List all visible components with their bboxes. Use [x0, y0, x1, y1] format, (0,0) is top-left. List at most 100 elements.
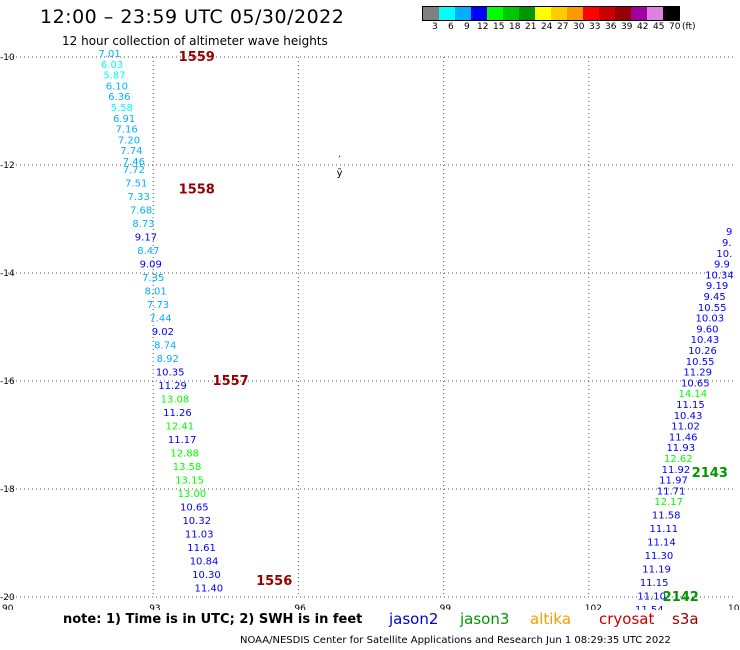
wave-height-value: 11.03 [185, 530, 214, 541]
wave-height-value: 9.09 [140, 260, 162, 271]
wave-height-value: 10.32 [182, 516, 211, 527]
color-scale-swatch [615, 7, 631, 20]
wave-height-value: 8.01 [144, 287, 166, 298]
color-scale-label: 6 [448, 22, 454, 32]
wave-height-value: 13.00 [178, 489, 207, 500]
color-scale-swatch [631, 7, 647, 20]
chart-subtitle: 12 hour collection of altimeter wave hei… [62, 34, 328, 48]
wave-height-value: 11.71 [657, 486, 686, 497]
x-tick-label: 105 [728, 604, 740, 610]
wave-height-value: 10. [716, 249, 732, 260]
wave-height-value: 11.15 [640, 578, 669, 589]
color-scale-label: 18 [509, 22, 521, 32]
wave-height-value: 6.03 [101, 60, 123, 71]
wave-height-value: 7.68 [130, 206, 152, 217]
wave-height-value: 13.58 [173, 462, 202, 473]
color-scale-label: 33 [589, 22, 601, 32]
wave-height-value: 8.92 [157, 354, 179, 365]
satellite-jason3: jason3 [460, 610, 510, 628]
color-scale-label: (ft) [682, 22, 696, 32]
color-scale-swatch [535, 7, 551, 20]
wave-height-value: 12.17 [654, 497, 683, 508]
color-scale-swatch [519, 7, 535, 20]
wave-height-value: 9.60 [696, 324, 718, 335]
credit-line: NOAA/NESDIS Center for Satellite Applica… [240, 635, 671, 646]
color-scale-boxes [422, 6, 680, 21]
wave-height-value: 9. [722, 238, 732, 249]
wave-height-value: 10.43 [674, 411, 703, 422]
color-scale-label: 45 [653, 22, 665, 32]
wave-height-chart: 90 93 96 99 102 105 -10 -12 -14 -16 -18 -20 7.016.0… [0, 49, 740, 610]
wave-height-value: 7.20 [118, 135, 140, 146]
wave-height-value: 6.36 [108, 92, 130, 103]
wave-height-value: 11.97 [659, 476, 688, 487]
color-scale-swatch [423, 7, 439, 20]
wave-height-value: 10.30 [192, 570, 221, 581]
chart-grid [8, 56, 734, 598]
chart-title: 12:00 – 23:59 UTC 05/30/2022 [40, 6, 345, 28]
x-tick-label: 93 [149, 604, 160, 610]
satellite-jason2: jason2 [389, 610, 439, 628]
wave-height-value: 11.92 [662, 465, 691, 476]
wave-height-value: 13.15 [175, 476, 204, 487]
x-tick-label: 90 [2, 604, 14, 610]
color-scale-label: 30 [573, 22, 585, 32]
wave-height-value: 11.10 [637, 592, 666, 603]
color-scale-swatch [503, 7, 519, 20]
y-tick-label: -18 [0, 485, 15, 495]
x-tick-label: 96 [294, 604, 306, 610]
wave-height-value: 7.35 [142, 273, 164, 284]
wave-height-value: 11.17 [168, 435, 197, 446]
color-scale-legend: 3 6 9 12 15 18 21 24 27 30 33 36 39 42 45 70 (ft) [422, 6, 696, 35]
wave-height-value: 11.19 [642, 565, 671, 576]
wave-height-value: 12.88 [170, 449, 199, 460]
color-scale-swatch [439, 7, 455, 20]
wave-height-value: 11.29 [683, 368, 712, 379]
y-tick-label: -14 [0, 269, 15, 279]
wave-height-value: 10.84 [190, 557, 219, 568]
color-scale-label: 36 [605, 22, 617, 32]
track-marker: . [338, 149, 341, 160]
wave-height-value: 9.19 [706, 281, 728, 292]
color-scale-swatch [487, 7, 503, 20]
wave-height-value: 5.58 [111, 103, 133, 114]
wave-height-value: 11.93 [666, 443, 695, 454]
color-scale-swatch [599, 7, 615, 20]
wave-height-value: 11.30 [645, 551, 674, 562]
wave-height-value: 11.02 [671, 422, 700, 433]
wave-height-value: 11.11 [649, 524, 678, 535]
satellite-altika: altika [530, 610, 572, 628]
wave-height-value: 10.43 [691, 335, 720, 346]
wave-height-value: 8.73 [132, 219, 154, 230]
wave-height-value: 7.46 [123, 157, 145, 168]
color-scale-label: 70 [669, 22, 681, 32]
wave-height-value: 7.74 [120, 146, 142, 157]
wave-height-value: 14.14 [679, 389, 708, 400]
wave-height-value: 6.91 [113, 114, 135, 125]
satellite-s3a: s3a [672, 610, 699, 628]
y-tick-label: -12 [0, 161, 15, 171]
wave-height-value: 9.02 [152, 327, 174, 338]
wave-height-value: 9.17 [135, 233, 157, 244]
wave-height-value: 10.34 [705, 270, 734, 281]
wave-height-value: 11.46 [669, 432, 698, 443]
color-scale-swatch [663, 7, 679, 20]
color-scale-label: 39 [621, 22, 633, 32]
wave-height-value: 12.62 [664, 454, 693, 465]
x-tick-label: 102 [585, 604, 602, 610]
color-scale-label: 42 [637, 22, 649, 32]
color-scale-swatch [583, 7, 599, 20]
data-points: 7.016.035.876.106.365.586.917.167.207.74… [99, 49, 734, 610]
pass-number-label: 1559 [179, 50, 215, 65]
wave-height-value: 8.74 [154, 341, 176, 352]
wave-height-value: 9 [726, 227, 732, 238]
pass-number-label: 2142 [663, 590, 699, 605]
wave-height-value: 7.72 [123, 165, 145, 176]
wave-height-value: 11.29 [158, 381, 187, 392]
wave-height-value: 11.15 [676, 400, 705, 411]
wave-height-value: 11.26 [163, 408, 192, 419]
wave-height-value: 7.44 [149, 314, 171, 325]
axis-ticks: 90 93 96 99 102 105 -10 -12 -14 -16 -18 -20 [0, 53, 740, 610]
wave-height-value: 10.55 [698, 303, 727, 314]
wave-height-value: 6.10 [106, 81, 128, 92]
